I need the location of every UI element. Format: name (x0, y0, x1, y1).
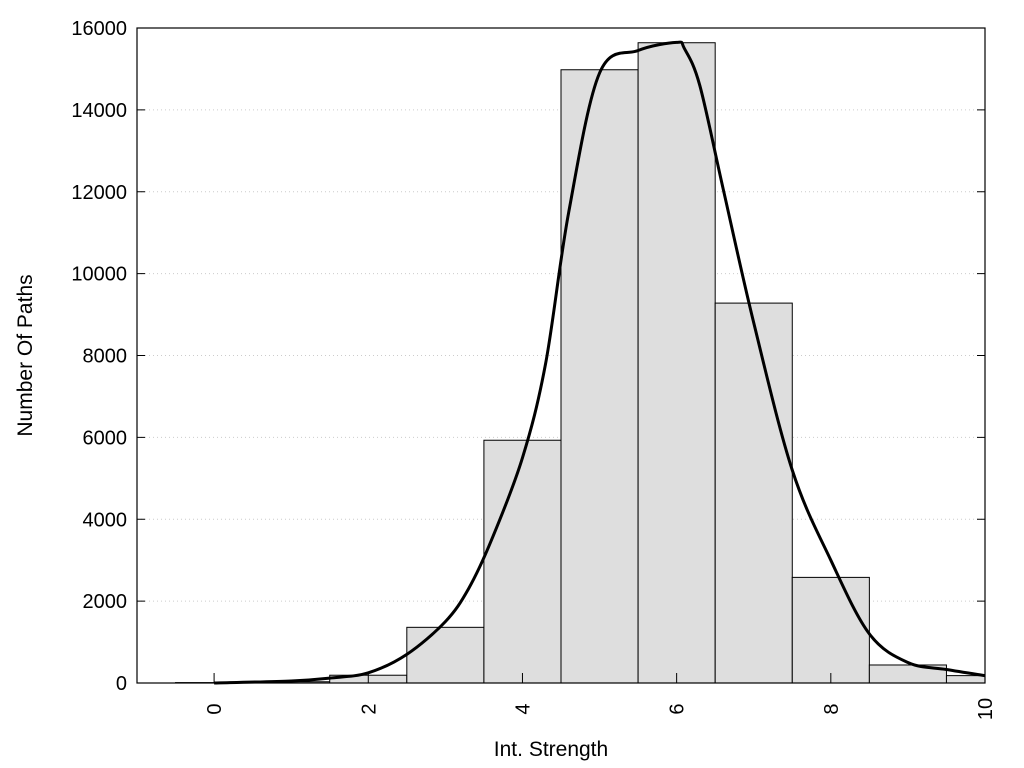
x-tick-label: 10 (975, 698, 997, 720)
histogram-bar-3 (406, 626, 485, 684)
y-tick-label: 12000 (71, 182, 127, 204)
histogram-bar-7 (714, 302, 793, 684)
histogram-bar-6 (637, 42, 716, 684)
histogram-bar-10 (945, 675, 986, 684)
y-axis-title: Number Of Paths (14, 274, 37, 436)
y-tick-label: 2000 (83, 591, 128, 613)
y-tick-label: 6000 (83, 427, 128, 449)
histogram-bar-5 (560, 69, 639, 684)
histogram-bar-8 (791, 576, 870, 684)
density-curve-group (214, 40, 986, 685)
y-tick-label: 16000 (71, 18, 127, 40)
density-curve (214, 40, 986, 685)
y-tick-label: 4000 (83, 509, 128, 531)
y-tick-label: 8000 (83, 346, 128, 368)
x-axis-title: Int. Strength (494, 738, 608, 761)
histogram-bar-4 (483, 439, 562, 684)
x-tick-label: 4 (512, 703, 534, 714)
x-tick-label: 0 (204, 703, 226, 714)
axis-ticks: 0 2000 4000 6000 8000 10000 12000 14000 16000 0 2 4… (71, 18, 997, 720)
y-tick-label: 14000 (71, 100, 127, 122)
y-tick-label: 0 (116, 673, 127, 695)
x-tick-label: 2 (358, 703, 380, 714)
x-tick-label: 6 (667, 703, 689, 714)
histogram-bars (175, 42, 986, 684)
x-tick-label: 8 (821, 703, 843, 714)
y-tick-label: 10000 (71, 264, 127, 286)
